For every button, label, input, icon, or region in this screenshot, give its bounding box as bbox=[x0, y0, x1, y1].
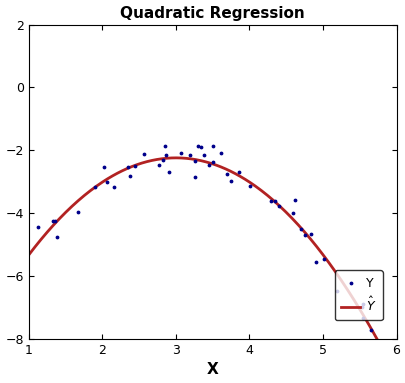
$\hat{Y}$ bbox=[174, 155, 179, 160]
Y bbox=[374, 347, 380, 353]
Y bbox=[101, 164, 107, 170]
Y bbox=[141, 151, 147, 157]
Y bbox=[301, 232, 307, 238]
Y bbox=[289, 210, 296, 216]
Y bbox=[192, 158, 198, 164]
$\hat{Y}$ bbox=[245, 178, 249, 183]
Y bbox=[200, 152, 207, 158]
Y bbox=[320, 256, 327, 262]
Y bbox=[367, 327, 373, 333]
$\hat{Y}$ bbox=[26, 252, 31, 257]
Y bbox=[186, 152, 193, 158]
Y bbox=[223, 171, 230, 177]
Y bbox=[35, 224, 41, 230]
$\hat{Y}$ bbox=[393, 373, 398, 378]
Y bbox=[197, 144, 204, 150]
Y bbox=[227, 178, 233, 184]
Y bbox=[307, 231, 314, 237]
Y bbox=[246, 183, 252, 189]
Y bbox=[192, 174, 198, 180]
$\hat{Y}$ bbox=[360, 313, 365, 318]
Y bbox=[358, 304, 364, 310]
Y bbox=[297, 226, 304, 232]
Y bbox=[50, 218, 56, 224]
Y bbox=[311, 259, 318, 265]
$\hat{Y}$ bbox=[28, 251, 32, 255]
Y bbox=[194, 142, 200, 149]
Y bbox=[162, 143, 168, 149]
Y bbox=[333, 288, 339, 294]
Y bbox=[131, 163, 138, 169]
Y bbox=[359, 314, 365, 321]
Y bbox=[92, 184, 98, 190]
Y bbox=[236, 169, 242, 175]
Y bbox=[124, 164, 130, 170]
Y bbox=[206, 162, 212, 168]
Y bbox=[75, 209, 81, 215]
Y bbox=[160, 157, 166, 164]
Title: Quadratic Regression: Quadratic Regression bbox=[120, 6, 304, 21]
Y bbox=[52, 218, 58, 224]
Y bbox=[271, 198, 277, 204]
$\hat{Y}$ bbox=[246, 180, 251, 184]
$\hat{Y}$ bbox=[337, 276, 341, 281]
Y bbox=[155, 162, 162, 168]
Y bbox=[104, 179, 110, 185]
Line: $\hat{Y}$: $\hat{Y}$ bbox=[29, 158, 396, 376]
Y bbox=[209, 159, 215, 165]
Y bbox=[209, 143, 216, 149]
Y bbox=[127, 173, 133, 179]
Y bbox=[384, 355, 391, 361]
Y bbox=[177, 150, 183, 156]
Y bbox=[217, 150, 224, 156]
Y bbox=[110, 183, 117, 190]
$\hat{Y}$ bbox=[252, 184, 257, 188]
Y bbox=[53, 234, 60, 241]
Legend: Y, $\hat{Y}$: Y, $\hat{Y}$ bbox=[334, 270, 382, 320]
Y bbox=[162, 152, 168, 158]
Y bbox=[291, 197, 297, 203]
Y bbox=[275, 203, 281, 210]
Y bbox=[266, 198, 273, 204]
Y bbox=[359, 301, 366, 307]
Y bbox=[165, 169, 172, 175]
X-axis label: X: X bbox=[206, 362, 218, 377]
